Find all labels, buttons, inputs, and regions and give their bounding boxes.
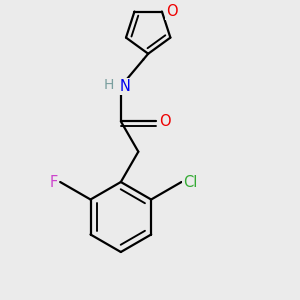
- Text: O: O: [166, 4, 177, 19]
- Text: O: O: [159, 114, 170, 129]
- Text: F: F: [49, 175, 58, 190]
- Text: Cl: Cl: [183, 175, 197, 190]
- Text: N: N: [119, 79, 130, 94]
- Text: H: H: [103, 78, 114, 92]
